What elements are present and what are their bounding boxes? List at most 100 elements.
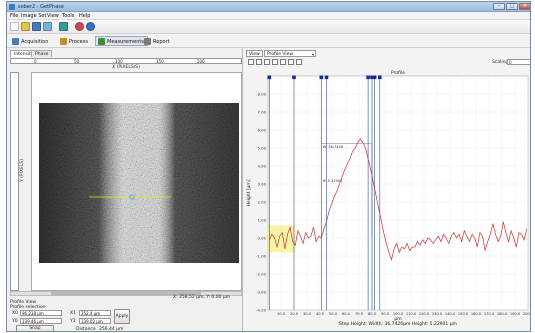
profile-view-heading: Profile View (10, 300, 37, 305)
y-tick-label: -2.00 (256, 272, 266, 277)
grid (268, 76, 529, 311)
x-tick-label: 60.0 (342, 312, 351, 316)
ruler-tick-label: 100 (115, 59, 123, 64)
measure-icon (98, 38, 105, 45)
profile-midpoint-handle[interactable] (129, 194, 135, 200)
x-tick-label: 180.0 (497, 312, 508, 316)
measurement-annotation: W: 36.7426 (323, 145, 344, 149)
image-y-axis-title: Y (PIXELS) (20, 158, 25, 182)
marker-icon[interactable] (288, 59, 294, 65)
window-title: sober2 - GetPhase (18, 4, 64, 10)
measurements-button[interactable]: Measurements (95, 36, 148, 46)
copy-icon[interactable] (272, 59, 278, 65)
menu-tools[interactable]: Tools (62, 13, 75, 19)
view-header: View Profile View ▾ (244, 50, 530, 57)
profile-series-line (268, 138, 528, 261)
menu-file[interactable]: File (10, 13, 19, 19)
apply-button[interactable]: Apply (114, 309, 130, 324)
reset-zoom-icon[interactable] (248, 59, 254, 65)
highlight-layer (268, 225, 296, 253)
y0-field[interactable]: 139.46 µm (20, 318, 62, 324)
y1-label: Y1 (70, 319, 76, 324)
y-tick-label: 3.00 (258, 182, 267, 187)
scaling-field[interactable]: 0 (507, 59, 530, 65)
process-icon (60, 38, 67, 45)
x-tick-label: 80.0 (368, 312, 377, 316)
y-tick-label: 8.00 (258, 92, 267, 97)
y-tick-label: 2.00 (258, 200, 267, 205)
x-axis-ticks: 10.0 20.0 30.0 40.0 50.0 60.0 70.0 80.0 90.0 100.… (277, 312, 531, 316)
report-icon (144, 38, 151, 45)
info-icon[interactable] (86, 22, 95, 31)
x-tick-label: 40.0 (316, 312, 325, 316)
acquisition-button[interactable]: Acquisition (9, 36, 52, 46)
selection-highlight (268, 225, 296, 253)
microscopy-image[interactable] (39, 103, 239, 263)
save-chart-icon[interactable] (264, 59, 270, 65)
vertical-ruler (10, 72, 19, 291)
y0-label: Y0 (12, 319, 18, 324)
process-button[interactable]: Process (57, 36, 92, 46)
maximize-button[interactable]: □ (506, 3, 518, 10)
x-axis-label: µm (394, 317, 401, 322)
image-x-axis-title: X (PIXELS/S) (112, 65, 140, 70)
y1-field[interactable]: 139.02 µm (79, 318, 111, 324)
zoom-icon[interactable] (256, 59, 262, 65)
minimize-button[interactable]: – (493, 3, 505, 10)
step-height-readout: Step Height: Width: 36.7426µm Height: 5.… (339, 321, 457, 327)
menu-help[interactable]: Help (79, 13, 91, 19)
y-tick-label: 6.00 (258, 128, 267, 133)
x-tick-label: 130.0 (432, 312, 443, 316)
profile-selection-panel: Profile View Profile selection X0 96.238… (10, 300, 242, 331)
x-tick-label: 170.0 (484, 312, 495, 316)
profile-chart[interactable]: Profile W: 36.7426 H: 5.22901 10.0 20.0 30.… (244, 68, 531, 332)
view-select[interactable]: Profile View ▾ (264, 50, 316, 57)
app-logo-icon (9, 4, 15, 10)
x1-label: X1 (70, 311, 76, 316)
scaling-label: Scaling (492, 60, 509, 65)
camera-icon (12, 38, 19, 45)
cursor-marker-handle (324, 75, 329, 80)
export-icon[interactable] (43, 22, 52, 31)
help-icon[interactable] (75, 22, 84, 31)
x1-field[interactable]: 352.4 µm (79, 310, 111, 316)
x-tick-label: 70.0 (355, 312, 364, 316)
annotation-layer: W: 36.7426 H: 5.22901 (321, 143, 373, 238)
tab-phase[interactable]: Phase (31, 50, 53, 57)
image-viewport[interactable] (31, 72, 242, 291)
cursor-marker-handle (366, 75, 370, 80)
y-tick-label: 7.00 (258, 110, 267, 115)
menu-view[interactable]: View (47, 13, 59, 19)
x-tick-label: 140.0 (445, 312, 456, 316)
app-window: sober2 - GetPhase – □ × File Image Set V… (6, 1, 531, 332)
close-button[interactable]: × (519, 3, 530, 10)
new-icon[interactable] (10, 22, 19, 31)
save-icon[interactable] (32, 22, 41, 31)
cursor-marker-handle (378, 75, 382, 80)
settings-icon[interactable] (296, 59, 302, 65)
profile-selection-heading: Profile selection (10, 305, 46, 310)
x-tick-label: 120.0 (419, 312, 430, 316)
cursor-marker-handle (319, 75, 324, 80)
image-icon[interactable] (59, 22, 68, 31)
tab-view[interactable]: View (246, 50, 263, 57)
image-horizontal-scrollbar[interactable] (10, 291, 242, 296)
open-icon[interactable] (21, 22, 30, 31)
pan-icon[interactable] (280, 59, 286, 65)
y-axis-label: Height [µm] (246, 179, 252, 206)
cursor-marker-handle (372, 75, 377, 80)
y-tick-label: -3.00 (256, 290, 266, 295)
measurement-annotation: H: 5.22901 (323, 179, 343, 183)
y-tick-label: -1.00 (256, 254, 266, 259)
x-tick-label: 90.0 (381, 312, 390, 316)
x-tick-label: 200.0 (523, 312, 531, 316)
x-tick-label: 30.0 (303, 312, 312, 316)
report-button[interactable]: Report (141, 36, 174, 46)
scrollbar-thumb[interactable] (51, 292, 201, 295)
x-tick-label: 100.0 (393, 312, 404, 316)
image-pane: Intensity Phase 0 50 100 150 200 X (PIXE… (7, 48, 243, 331)
menu-image-set[interactable]: Image Set (21, 13, 47, 19)
snap-button[interactable]: Snap (16, 325, 54, 331)
chart-title: Profile (391, 70, 405, 76)
x0-field[interactable]: 96.238 µm (20, 310, 62, 316)
